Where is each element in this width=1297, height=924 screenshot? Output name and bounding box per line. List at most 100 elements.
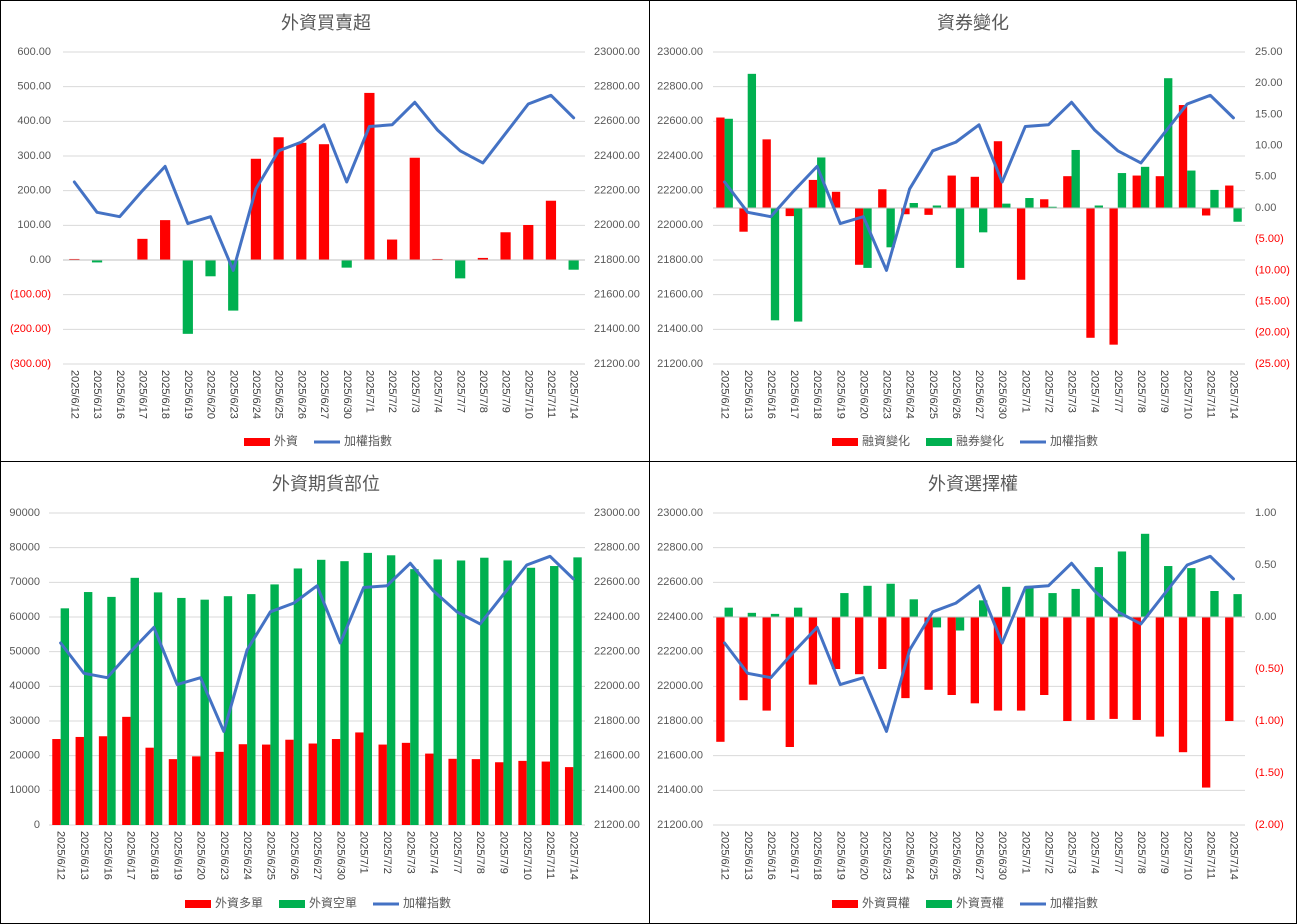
bar-融券變化 — [747, 73, 757, 208]
line-加權指數 — [723, 554, 1235, 733]
bar-外資買權 — [1155, 617, 1165, 737]
bar-外資空單 — [293, 568, 303, 825]
x-tick: 2025/6/24 — [250, 370, 262, 419]
bar-外資買權 — [1063, 617, 1072, 721]
y-tick-right: 21600.00 — [594, 289, 640, 301]
bar-融券變化 — [1140, 166, 1150, 208]
bar-外資空單 — [480, 557, 489, 825]
x-tick: 2025/6/25 — [273, 370, 285, 419]
bar-外資買權 — [785, 617, 794, 747]
y-tick-left: 30000 — [9, 715, 40, 727]
bar-外資買權 — [762, 617, 771, 711]
x-tick: 2025/6/24 — [241, 831, 253, 880]
y-tick-right: (15.00) — [1255, 296, 1290, 308]
x-tick: 2025/6/12 — [68, 370, 80, 419]
y-tick-left: 22400.00 — [657, 611, 703, 623]
y-tick-left: 20000 — [9, 750, 40, 762]
y-tick-right: (1.00) — [1255, 715, 1284, 727]
x-tick: 2025/7/2 — [386, 370, 398, 413]
x-tick: 2025/6/13 — [742, 370, 754, 419]
y-tick-right: 22600.00 — [594, 576, 640, 588]
x-tick: 2025/6/25 — [927, 831, 939, 880]
x-tick: 2025/6/23 — [227, 370, 239, 419]
bar-融資變化 — [808, 179, 818, 208]
bar-外資買權 — [855, 617, 864, 675]
x-tick: 2025/6/18 — [148, 831, 160, 880]
bar-融資變化 — [1155, 176, 1165, 208]
bar-外資空單 — [363, 552, 372, 825]
bar-融券變化 — [1002, 203, 1011, 208]
bar-外資賣權 — [724, 607, 733, 617]
y-tick-right: (2.00) — [1255, 819, 1284, 831]
x-tick: 2025/6/23 — [881, 370, 893, 419]
x-tick: 2025/6/18 — [159, 370, 171, 419]
bar-外資賣權 — [1117, 551, 1127, 617]
bar-外資多單 — [308, 743, 317, 825]
x-tick: 2025/6/18 — [811, 370, 823, 419]
legend-swatch — [832, 900, 858, 908]
y-tick-left: 22800.00 — [657, 81, 703, 93]
y-tick-left: 200.00 — [17, 185, 51, 197]
bar-融券變化 — [909, 203, 918, 208]
bar-融資變化 — [1040, 199, 1049, 208]
y-tick-left: 10000 — [9, 784, 40, 796]
bar-融資變化 — [1109, 208, 1118, 345]
bar-外資買權 — [1040, 617, 1049, 695]
x-tick: 2025/6/30 — [341, 370, 353, 419]
legend-label: 加權指數 — [1050, 433, 1098, 448]
chart-panel-margin-change: 資券變化 23000.00 22800.00 22600.00 22400.00 2220… — [649, 0, 1297, 462]
chart-title: 外資期貨部位 — [272, 474, 380, 494]
bar-融券變化 — [1210, 189, 1219, 208]
bar-外資空單 — [386, 555, 396, 825]
x-tick: 2025/6/26 — [950, 370, 962, 419]
y-tick-right: 1.00 — [1255, 507, 1276, 519]
chart-title: 外資選擇權 — [928, 474, 1018, 494]
x-tick: 2025/6/27 — [973, 831, 985, 880]
legend-swatch — [926, 900, 952, 908]
x-tick: 2025/6/20 — [857, 370, 869, 419]
bar-外資買權 — [1132, 617, 1141, 720]
legend-label: 融券變化 — [956, 433, 1004, 448]
bar-外資 — [364, 92, 375, 260]
bar-外資多單 — [425, 753, 434, 825]
x-tick: 2025/6/27 — [318, 370, 330, 419]
legend-swatch — [244, 438, 270, 446]
x-tick: 2025/7/2 — [381, 831, 393, 874]
bar-外資 — [318, 144, 330, 260]
x-tick: 2025/7/10 — [522, 370, 534, 419]
bar-外資賣權 — [840, 593, 849, 617]
legend-label: 外資空單 — [309, 896, 357, 910]
bar-外資多單 — [541, 761, 551, 825]
line-加權指數 — [723, 93, 1235, 272]
bar-外資多單 — [98, 736, 108, 825]
x-tick: 2025/6/19 — [834, 370, 846, 419]
x-tick: 2025/6/16 — [765, 370, 777, 419]
legend-swatch — [185, 900, 211, 908]
legend-label: 外資買權 — [862, 896, 910, 910]
bar-融券變化 — [1164, 78, 1173, 209]
bar-外資 — [545, 200, 557, 260]
bar-外資買權 — [878, 617, 887, 669]
legend-label: 加權指數 — [403, 895, 451, 910]
y-tick-left: 0.00 — [30, 254, 51, 266]
x-tick: 2025/6/24 — [904, 370, 916, 419]
x-tick: 2025/6/17 — [125, 831, 137, 880]
x-tick: 2025/6/12 — [719, 370, 731, 419]
bar-外資賣權 — [770, 613, 780, 617]
bar-外資 — [137, 238, 148, 260]
bar-外資空單 — [200, 599, 209, 825]
x-tick: 2025/7/10 — [521, 831, 533, 880]
x-tick: 2025/7/11 — [545, 370, 557, 418]
bar-外資多單 — [238, 744, 248, 825]
y-tick-left: 21800.00 — [657, 254, 703, 266]
bar-融券變化 — [1187, 170, 1196, 208]
bar-外資空單 — [573, 557, 582, 825]
bar-外資賣權 — [1025, 585, 1034, 617]
bar-外資買權 — [1016, 617, 1026, 711]
x-tick: 2025/7/9 — [1158, 831, 1170, 874]
y-tick-right: 0.00 — [1255, 202, 1276, 214]
x-tick: 2025/7/9 — [1158, 370, 1170, 413]
x-tick: 2025/6/16 — [101, 831, 113, 880]
x-tick: 2025/7/8 — [1135, 831, 1147, 874]
y-tick-left: 60000 — [9, 611, 40, 623]
